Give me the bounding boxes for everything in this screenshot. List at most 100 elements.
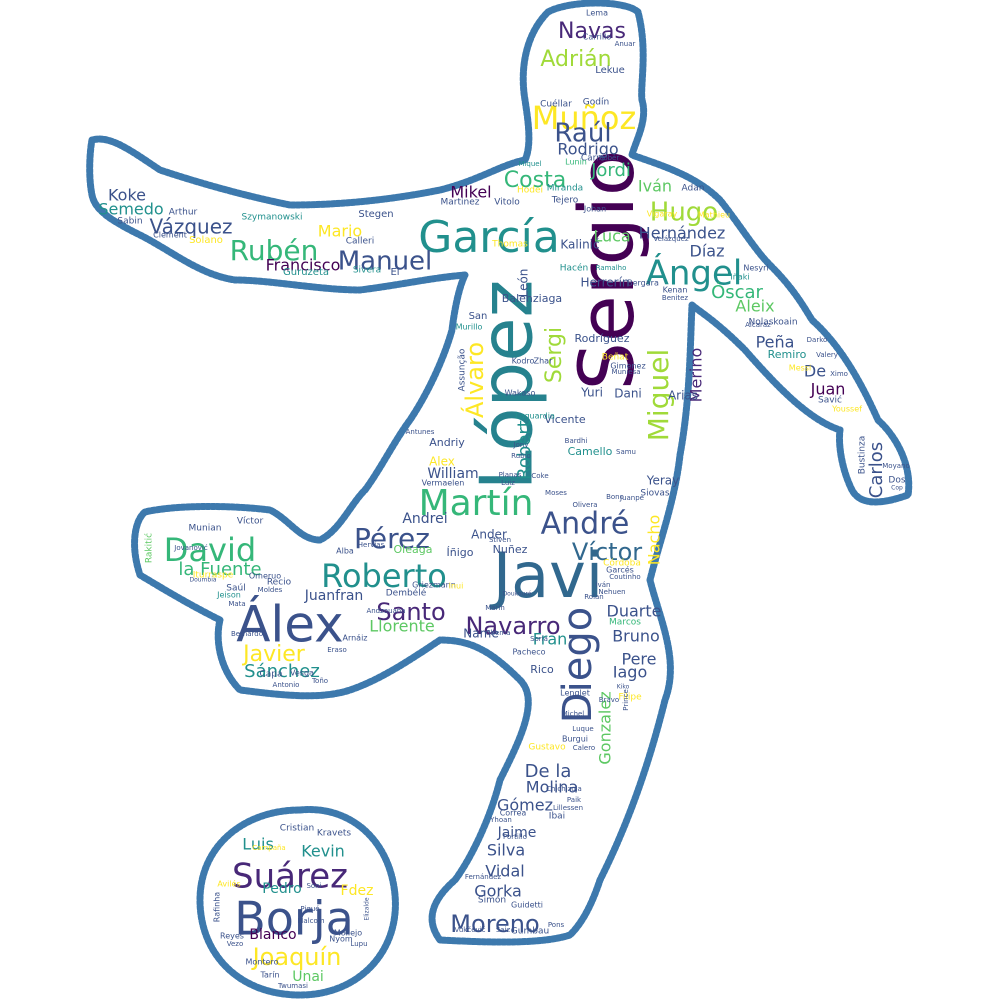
word: Valery xyxy=(816,351,838,359)
word: Luca xyxy=(593,227,630,246)
word: Moreno xyxy=(450,910,539,938)
word: Dani xyxy=(614,387,642,401)
word: Capa xyxy=(259,670,282,680)
word: Tarín xyxy=(259,971,279,980)
word: Alcaraz xyxy=(745,321,771,329)
footballer-silhouette xyxy=(86,0,913,999)
word: Gumbau xyxy=(511,927,549,937)
word: Martinez xyxy=(441,198,480,208)
word: Marin xyxy=(485,604,505,612)
word: Pedro xyxy=(262,881,301,897)
word: Ximo xyxy=(830,370,848,378)
word: André xyxy=(541,507,630,542)
word: Yuri xyxy=(580,386,603,400)
word: Muñoz xyxy=(532,99,637,137)
word: Moses xyxy=(545,489,567,497)
word: Víctor xyxy=(572,538,642,566)
word: Doukouré xyxy=(503,591,532,598)
word: Hugo xyxy=(650,198,718,228)
word: Lupu xyxy=(350,940,367,948)
word: Vicente xyxy=(544,413,585,426)
word: Hernández xyxy=(639,224,726,243)
word: Nuñez xyxy=(493,543,528,556)
word: Andrei xyxy=(402,511,447,527)
word: Marcos xyxy=(609,618,641,628)
word: Juan xyxy=(810,380,846,399)
word: Mikel xyxy=(450,183,491,202)
word: Jaime xyxy=(497,825,537,841)
word: Prince xyxy=(622,689,630,711)
word: Vázquez xyxy=(149,215,232,239)
word: Kenan xyxy=(663,286,688,295)
word: Sergi xyxy=(542,327,567,383)
word: Youssef xyxy=(831,405,862,414)
word: Navas xyxy=(558,19,626,44)
word: Recio xyxy=(267,578,292,588)
word: Miguel xyxy=(642,349,675,441)
word: Peña xyxy=(756,333,795,352)
word: Fran xyxy=(533,630,568,649)
word: Thomas xyxy=(491,240,528,250)
word: Navarro xyxy=(465,612,560,640)
word: Yhoan xyxy=(489,816,512,824)
word: Sabin xyxy=(117,217,142,227)
word: Clement xyxy=(153,231,187,240)
word: Ramalho xyxy=(596,264,627,272)
word: Santo xyxy=(376,598,445,626)
word: Ángel xyxy=(646,253,743,294)
word: Cristian xyxy=(280,824,314,834)
word: Montero xyxy=(246,958,279,967)
word: Aleix xyxy=(735,297,774,316)
word: Hodei xyxy=(517,186,543,196)
word: Oleaga xyxy=(394,543,433,556)
word: Rubén xyxy=(230,234,319,267)
word: Coke xyxy=(531,472,548,480)
word: Wakaso xyxy=(505,389,536,398)
word: García xyxy=(418,212,560,263)
word: Velázquez xyxy=(653,235,689,243)
word: Eraso xyxy=(327,646,347,654)
word: Luiz xyxy=(501,479,515,487)
word: Garcés xyxy=(606,565,634,575)
word: Vidal xyxy=(485,862,524,881)
word: Robert xyxy=(514,420,535,480)
word: Bono xyxy=(606,493,624,501)
word: Michel xyxy=(562,710,585,718)
word: Calero xyxy=(573,744,595,752)
word: Mollejo xyxy=(334,929,362,938)
word: Kiko xyxy=(617,684,630,691)
word: Dembélé xyxy=(386,588,427,599)
word: Soria xyxy=(530,635,548,643)
word: Guruzeta xyxy=(283,267,329,278)
word: Robér xyxy=(599,154,620,162)
word: Sánchez xyxy=(244,661,320,682)
word: Jony xyxy=(513,441,529,449)
word: Javi xyxy=(489,539,603,612)
word: Camello xyxy=(568,445,613,458)
word: Paik xyxy=(567,796,582,804)
word: Vitolo xyxy=(494,198,520,208)
word: De la xyxy=(525,761,572,782)
word: Godín xyxy=(583,98,609,108)
word: Olivera xyxy=(572,501,597,509)
word: Munian xyxy=(189,524,222,534)
word: Ibai xyxy=(549,812,565,822)
word: Nolaskoain xyxy=(748,318,797,328)
word: López xyxy=(465,280,549,491)
word: Joaquín xyxy=(251,943,342,971)
word: Kravets xyxy=(317,829,352,839)
word: Borja xyxy=(234,892,354,946)
word: Beñat xyxy=(602,353,629,363)
word: Burgui xyxy=(562,735,588,744)
word: Toño xyxy=(311,677,328,685)
word: Stiven xyxy=(489,536,511,544)
word: Dos xyxy=(888,476,905,486)
word: Lema xyxy=(586,9,608,18)
word: Yeray xyxy=(646,474,680,488)
word: Darko xyxy=(807,336,828,344)
word: Andriy xyxy=(429,436,465,449)
word: Roberto xyxy=(321,557,447,595)
word: David xyxy=(164,531,256,569)
word: Miquel xyxy=(518,160,541,168)
word: Ander xyxy=(471,528,507,542)
